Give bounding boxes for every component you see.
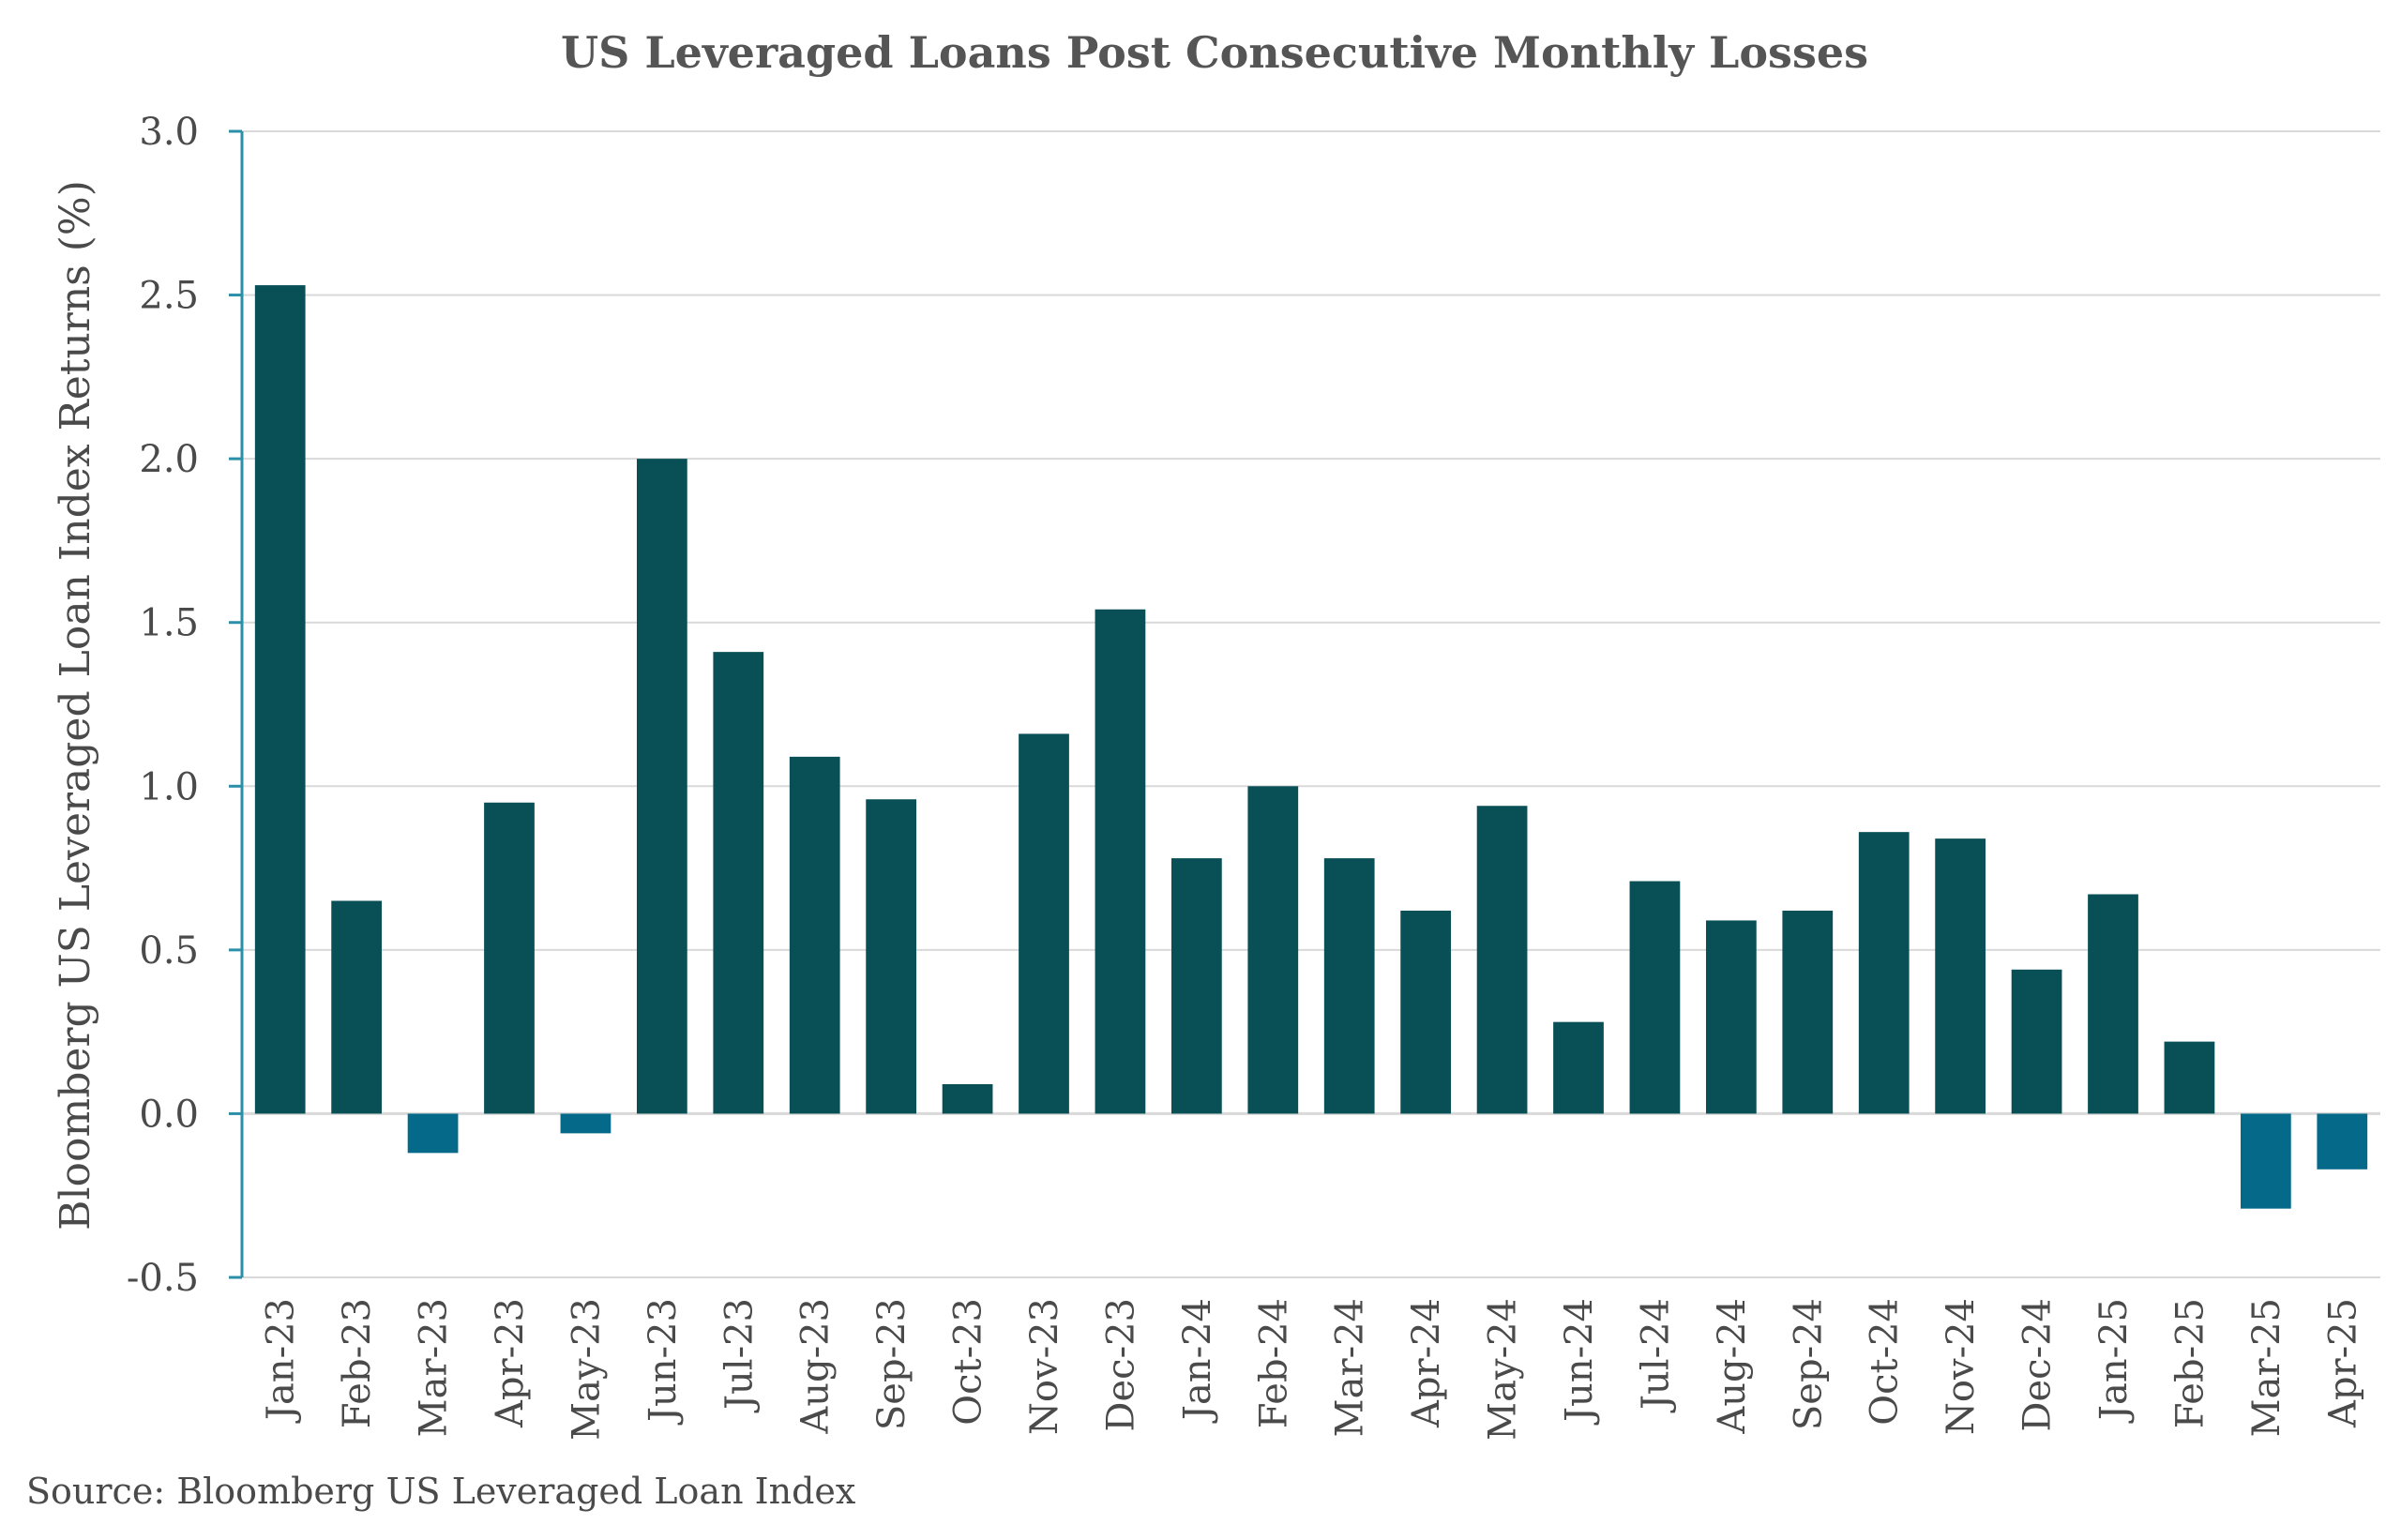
bar-feb-25 (2164, 1041, 2215, 1114)
x-tick-label: Nov-23 (1023, 1298, 1066, 1435)
x-tick-label: Aug-23 (794, 1298, 838, 1435)
bar-may-23 (560, 1113, 612, 1134)
bar-apr-25 (2317, 1113, 2368, 1170)
bar-jan-25 (2088, 894, 2138, 1114)
source-note: Source: Bloomberg US Leveraged Loan Inde… (26, 1471, 856, 1512)
bar-oct-23 (942, 1084, 993, 1114)
y-tick-label: 0.5 (139, 929, 199, 973)
x-tick-label: Jun-24 (1558, 1298, 1601, 1426)
x-tick-label: Apr-24 (1405, 1298, 1448, 1428)
bar-jun-23 (636, 459, 687, 1114)
bar-feb-23 (331, 900, 383, 1114)
bar-jul-24 (1629, 881, 1681, 1114)
x-tick-label: Dec-23 (1099, 1298, 1142, 1432)
bar-feb-24 (1247, 786, 1299, 1114)
x-tick-label: Sep-23 (870, 1298, 914, 1430)
y-axis-title: Bloomberg US Leveraged Loan Index Return… (52, 180, 99, 1230)
y-tick-label: -0.5 (127, 1257, 199, 1300)
x-tick-label: Jul-24 (1634, 1298, 1677, 1413)
bar-mar-24 (1323, 858, 1375, 1114)
bars (254, 285, 2368, 1209)
x-tick-label: Jan-25 (2092, 1298, 2136, 1424)
gridlines (242, 130, 2380, 1278)
x-tick-label: Mar-24 (1329, 1298, 1372, 1437)
y-axis (229, 129, 244, 1279)
x-tick-label: Jun-23 (642, 1298, 685, 1426)
x-tick-label: Apr-25 (2321, 1298, 2364, 1428)
y-tick-labels: -0.5 0.0 0.5 1.0 1.5 2.0 2.5 3.0 (127, 111, 199, 1300)
x-tick-label: Oct-24 (1864, 1298, 1907, 1426)
x-tick-label: Feb-23 (336, 1298, 379, 1428)
bar-dec-24 (2011, 969, 2062, 1114)
y-tick-label: 2.5 (139, 275, 199, 318)
bar-oct-24 (1858, 832, 1910, 1114)
bar-jan-24 (1170, 858, 1222, 1114)
bar-aug-23 (789, 756, 840, 1114)
bar-jan-23 (254, 285, 306, 1114)
x-tick-label: Feb-25 (2168, 1298, 2212, 1428)
x-tick-label: Feb-24 (1252, 1298, 1295, 1428)
bar-apr-23 (484, 802, 535, 1114)
y-tick-label: 1.5 (139, 602, 199, 645)
x-tick-label: Jul-23 (717, 1298, 761, 1413)
x-tick-label: Dec-24 (2016, 1298, 2060, 1432)
bar-mar-25 (2240, 1113, 2291, 1209)
x-tick-label: May-24 (1482, 1298, 1525, 1441)
y-tick-label: 1.0 (139, 765, 199, 808)
y-tick-label: 2.0 (139, 438, 199, 481)
bar-mar-23 (407, 1113, 459, 1154)
bar-sep-24 (1782, 910, 1834, 1114)
bar-sep-23 (866, 799, 917, 1114)
bar-nov-24 (1935, 838, 1986, 1114)
bar-jul-23 (713, 652, 764, 1114)
x-tick-label: Mar-25 (2245, 1298, 2288, 1437)
x-tick-label: Sep-24 (1787, 1298, 1830, 1430)
chart-title: US Leveraged Loans Post Consecutive Mont… (561, 27, 1868, 78)
x-tick-labels: Jan-23 Feb-23 Mar-23 Apr-23 May-23 Jun-23 Jul-… (260, 1298, 2365, 1441)
bar-apr-24 (1400, 910, 1452, 1114)
y-tick-label: 0.0 (139, 1093, 199, 1136)
x-tick-label: Mar-23 (413, 1298, 456, 1437)
y-tick-label: 3.0 (139, 111, 199, 154)
x-tick-label: May-23 (565, 1298, 608, 1441)
x-tick-label: Nov-24 (1940, 1298, 1983, 1435)
bar-jun-24 (1553, 1021, 1604, 1114)
x-tick-label: Oct-23 (947, 1298, 990, 1426)
bar-may-24 (1476, 806, 1528, 1114)
bar-dec-23 (1095, 609, 1146, 1114)
x-tick-label: Apr-23 (489, 1298, 532, 1428)
x-tick-label: Aug-24 (1711, 1298, 1754, 1435)
x-tick-label: Jan-24 (1176, 1298, 1219, 1424)
x-tick-label: Jan-23 (260, 1298, 303, 1424)
bar-aug-24 (1705, 920, 1757, 1114)
bar-nov-23 (1019, 733, 1069, 1114)
